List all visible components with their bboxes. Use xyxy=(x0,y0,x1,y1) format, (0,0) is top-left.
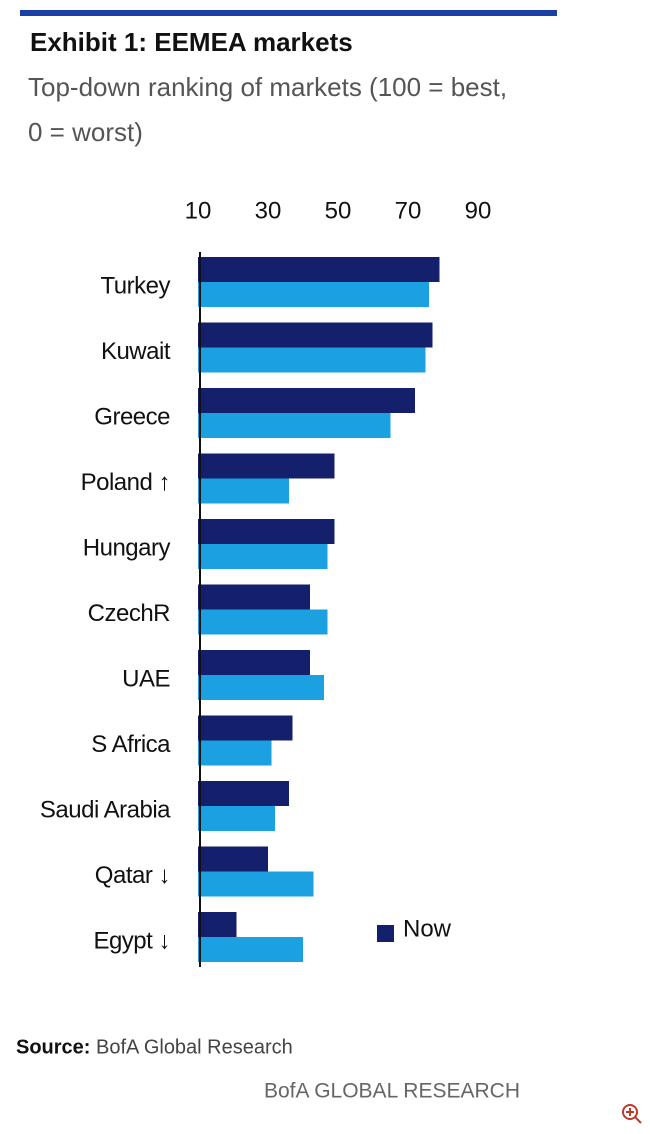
y-tick-label: CzechR xyxy=(88,600,171,627)
legend-label: Now xyxy=(403,915,452,942)
y-tick-label: Greece xyxy=(94,403,170,430)
y-tick-label: Turkey xyxy=(101,272,171,299)
bar xyxy=(198,846,268,872)
bar xyxy=(198,519,335,544)
x-tick-label: 30 xyxy=(255,197,282,224)
chart-subtitle: 0 = worst) xyxy=(28,117,143,147)
zoom-icon[interactable] xyxy=(622,1104,642,1124)
bar xyxy=(198,544,328,569)
footer: BofA GLOBAL RESEARCH xyxy=(264,1080,520,1103)
y-tick-label: Qatar ↓ xyxy=(95,862,170,889)
source-label: Source: xyxy=(16,1036,90,1058)
y-tick-label: Poland ↑ xyxy=(81,469,170,496)
bar xyxy=(198,650,310,675)
bar xyxy=(198,388,415,413)
bar xyxy=(198,322,433,348)
y-tick-label: Saudi Arabia xyxy=(40,796,171,823)
x-tick-label: 50 xyxy=(325,197,352,224)
x-tick-label: 70 xyxy=(395,197,422,224)
y-tick-label: Kuwait xyxy=(101,338,171,365)
x-tick-label: 10 xyxy=(185,197,212,224)
bar xyxy=(198,871,314,897)
bar xyxy=(198,413,391,438)
bar xyxy=(198,609,328,635)
chart-title: Exhibit 1: EEMEA markets xyxy=(30,27,353,57)
bar xyxy=(198,347,426,373)
bar xyxy=(198,675,324,700)
y-tick-label: Egypt ↓ xyxy=(93,927,170,954)
y-tick-label: Hungary xyxy=(83,534,171,561)
bar xyxy=(198,912,237,937)
bar xyxy=(198,282,429,307)
x-tick-label: 90 xyxy=(465,197,492,224)
legend-swatch xyxy=(377,925,394,942)
bar xyxy=(198,740,272,766)
chart-subtitle: Top-down ranking of markets (100 = best, xyxy=(28,72,507,102)
source-text: BofA Global Research xyxy=(96,1036,293,1058)
top-rule xyxy=(20,10,557,16)
bar xyxy=(198,715,293,741)
bar xyxy=(198,781,289,806)
bar xyxy=(198,584,310,610)
bar xyxy=(198,937,303,962)
y-tick-label: UAE xyxy=(122,665,170,692)
bar xyxy=(198,478,289,504)
bar xyxy=(198,453,335,479)
bar xyxy=(198,257,440,282)
y-tick-label: S Africa xyxy=(91,731,171,758)
bar xyxy=(198,806,275,831)
